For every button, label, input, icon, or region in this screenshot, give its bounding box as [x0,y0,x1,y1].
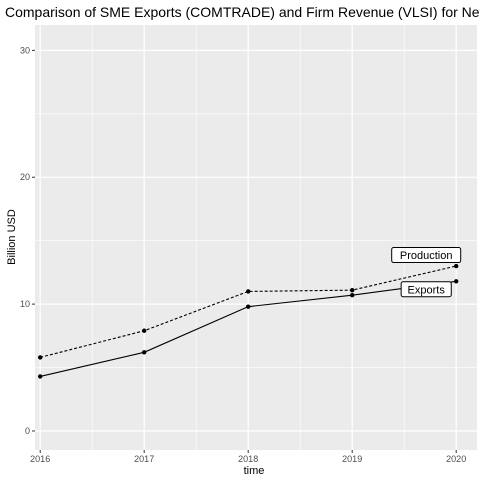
x-tick-label: 2018 [238,454,258,464]
y-tick-label: 20 [20,172,30,182]
x-tick-label: 2016 [30,454,50,464]
annotations: Production Exports [391,247,462,298]
y-axis-title: Billion USD [6,209,18,265]
annotation-label-exports: Exports [408,284,446,296]
data-point-exports [142,350,147,355]
annotation-label-production: Production [400,250,453,262]
data-point-exports [454,279,459,284]
grid-lines [35,25,477,450]
annotation-box-production [391,247,462,264]
data-point-production [38,355,43,360]
x-tick-label: 2020 [446,454,466,464]
data-point-exports [38,374,43,379]
y-tick-label: 0 [25,426,30,436]
data-point-production [454,263,459,269]
series-line-production [40,265,457,358]
data-point-production [142,328,147,333]
x-tick-label: 2017 [134,454,154,464]
data-point-production [350,287,355,293]
data-points [38,263,459,379]
chart-title: Comparison of SME Exports (COMTRADE) and… [5,4,480,20]
data-point-exports [246,304,251,309]
data-point-production [246,289,251,294]
y-tick-label: 10 [20,299,30,309]
x-axis-title: time [244,465,265,477]
y-tick-label: 30 [20,45,30,55]
axis-ticks: 0 10 20 30 2016 2017 2018 2019 2020 [20,45,466,464]
annotation-box-exports [400,281,452,298]
data-point-exports [350,293,355,298]
x-tick-label: 2019 [342,454,362,464]
plot-panel [35,25,477,450]
